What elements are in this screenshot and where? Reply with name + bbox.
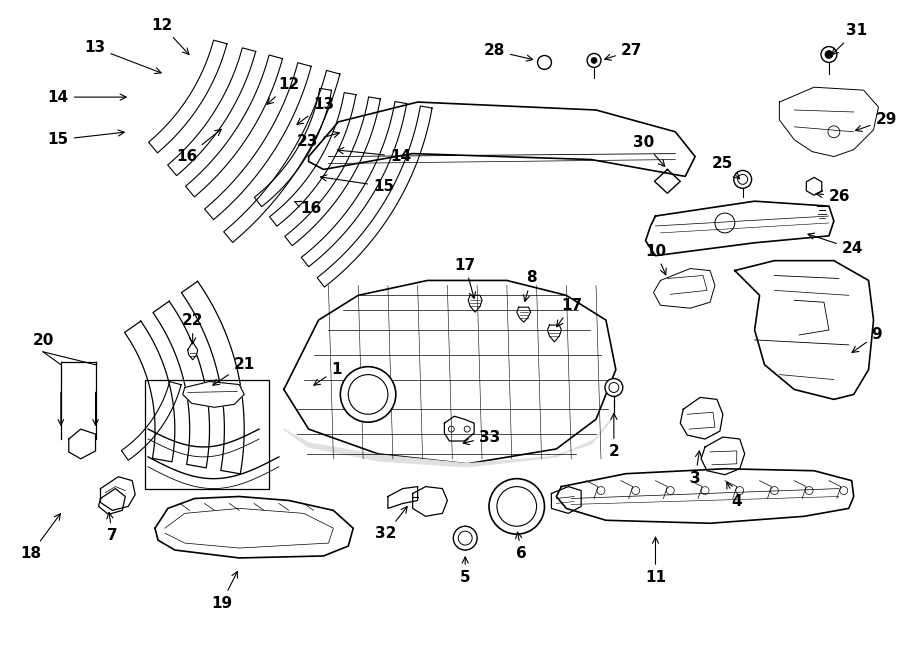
Polygon shape — [155, 496, 353, 558]
Circle shape — [591, 58, 597, 64]
Polygon shape — [654, 169, 680, 193]
Polygon shape — [284, 414, 616, 467]
Text: 14: 14 — [48, 89, 126, 105]
Text: 28: 28 — [483, 43, 533, 61]
Text: 23: 23 — [297, 132, 339, 149]
Polygon shape — [98, 489, 125, 514]
Polygon shape — [122, 381, 181, 460]
Text: 7: 7 — [107, 512, 118, 544]
Polygon shape — [547, 325, 562, 342]
Text: 4: 4 — [727, 482, 742, 508]
Text: 30: 30 — [633, 134, 665, 166]
Polygon shape — [653, 269, 715, 308]
Text: 31: 31 — [832, 23, 867, 55]
Polygon shape — [734, 261, 874, 399]
Text: 18: 18 — [21, 514, 60, 561]
Polygon shape — [68, 429, 95, 459]
Text: 10: 10 — [645, 244, 666, 275]
Circle shape — [489, 479, 544, 534]
Bar — [145, 379, 269, 489]
Polygon shape — [445, 416, 474, 441]
Text: 8: 8 — [524, 270, 537, 301]
Text: 16: 16 — [294, 201, 321, 216]
Polygon shape — [224, 70, 340, 242]
Polygon shape — [806, 177, 822, 195]
Polygon shape — [680, 397, 723, 439]
Text: 21: 21 — [212, 357, 255, 385]
Text: 17: 17 — [454, 258, 476, 299]
Text: 9: 9 — [852, 328, 882, 352]
Circle shape — [609, 383, 619, 393]
Polygon shape — [167, 48, 256, 175]
Text: 5: 5 — [460, 557, 471, 585]
Polygon shape — [255, 88, 331, 207]
Polygon shape — [188, 342, 198, 359]
Polygon shape — [101, 477, 135, 510]
Text: 12: 12 — [151, 18, 189, 54]
Text: 33: 33 — [464, 430, 500, 445]
Polygon shape — [552, 487, 581, 513]
Polygon shape — [517, 307, 531, 322]
Circle shape — [537, 56, 552, 70]
Text: 32: 32 — [375, 506, 407, 542]
Text: 27: 27 — [605, 43, 643, 60]
Text: 22: 22 — [182, 313, 203, 344]
Text: 13: 13 — [297, 97, 334, 124]
Text: 26: 26 — [816, 189, 850, 204]
Text: 15: 15 — [48, 130, 124, 147]
Text: 13: 13 — [85, 40, 161, 73]
Polygon shape — [309, 102, 695, 176]
Text: 16: 16 — [176, 129, 221, 164]
Polygon shape — [204, 63, 311, 220]
Polygon shape — [183, 381, 244, 407]
Text: 24: 24 — [808, 233, 863, 256]
Text: 14: 14 — [338, 148, 411, 164]
Text: 29: 29 — [856, 113, 897, 131]
Text: 19: 19 — [211, 571, 238, 610]
Text: 25: 25 — [711, 156, 740, 179]
Polygon shape — [317, 106, 432, 287]
Text: 20: 20 — [32, 333, 54, 348]
Circle shape — [340, 367, 396, 422]
Polygon shape — [124, 321, 175, 462]
Text: 2: 2 — [608, 413, 619, 459]
Circle shape — [821, 46, 837, 62]
Text: 3: 3 — [689, 451, 701, 486]
Text: 6: 6 — [516, 532, 527, 561]
Polygon shape — [302, 101, 407, 267]
Polygon shape — [779, 87, 878, 157]
Text: 1: 1 — [314, 362, 342, 385]
Polygon shape — [284, 97, 381, 246]
Text: 17: 17 — [557, 298, 582, 327]
Polygon shape — [153, 301, 210, 468]
Circle shape — [605, 379, 623, 397]
Polygon shape — [284, 281, 616, 464]
Text: 12: 12 — [267, 77, 300, 105]
Circle shape — [825, 50, 833, 58]
Polygon shape — [413, 487, 447, 516]
Polygon shape — [182, 281, 244, 474]
Polygon shape — [468, 295, 482, 312]
Polygon shape — [148, 40, 227, 153]
Text: 15: 15 — [320, 175, 394, 194]
Circle shape — [734, 170, 752, 188]
Circle shape — [458, 531, 473, 545]
Text: 11: 11 — [645, 537, 666, 585]
Circle shape — [587, 54, 601, 68]
Polygon shape — [270, 93, 356, 226]
Polygon shape — [185, 55, 283, 197]
Polygon shape — [645, 201, 834, 256]
Polygon shape — [701, 437, 744, 475]
Circle shape — [454, 526, 477, 550]
Polygon shape — [388, 487, 418, 508]
Polygon shape — [556, 469, 854, 523]
